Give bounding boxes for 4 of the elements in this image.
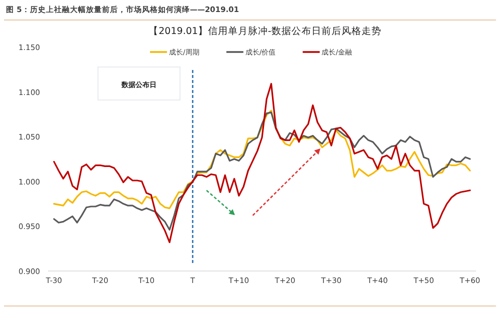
line-series bbox=[53, 82, 471, 244]
line-series bbox=[53, 110, 471, 210]
chart-subtitle: 【2019.01】信用单月脉冲-数据公布日前后风格走势 bbox=[148, 25, 382, 37]
line-series bbox=[53, 112, 471, 231]
